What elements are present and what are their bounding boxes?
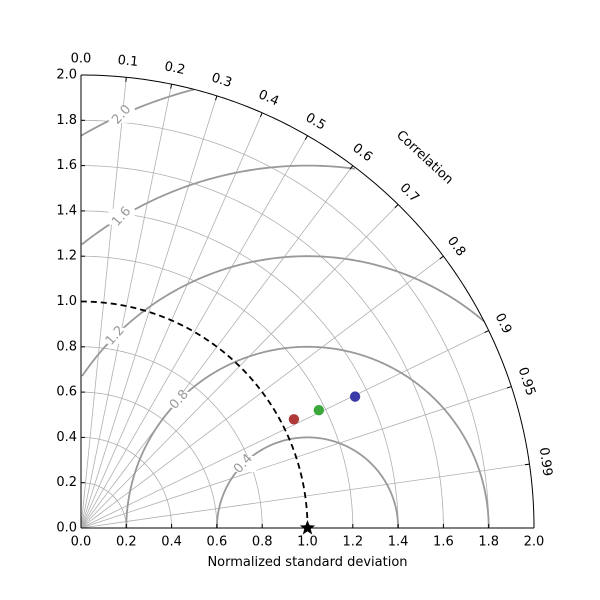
x-tick-label: 0.4 — [161, 535, 182, 550]
y-tick-label: 1.4 — [56, 203, 77, 218]
x-tick-label: 2.0 — [524, 535, 545, 550]
x-tick-label: 0.2 — [116, 535, 137, 550]
std-grid-arc — [80, 482, 127, 529]
x-tick-label: 0.6 — [207, 535, 228, 550]
rms-contour — [80, 88, 195, 137]
correlation-tick-label: 0.1 — [117, 53, 139, 70]
correlation-tick-label: 0.4 — [256, 87, 281, 109]
correlation-tick-label: 0.8 — [444, 234, 468, 260]
x-tick-label: 0.8 — [252, 535, 273, 550]
data-point — [313, 405, 325, 416]
y-tick-label: 0.4 — [56, 430, 77, 445]
frame-layer — [80, 74, 535, 529]
correlation-tick — [259, 112, 263, 118]
x-tick-label: 1.6 — [433, 535, 454, 550]
rms-label-bg — [108, 106, 135, 123]
correlation-tick — [439, 255, 444, 260]
correlation-tick — [484, 330, 489, 333]
reference-star-marker — [299, 520, 316, 535]
rms-label-bg — [102, 327, 129, 344]
std-grid-arc — [80, 437, 172, 529]
correlation-tick — [394, 204, 399, 209]
correlation-tick — [524, 463, 530, 466]
y-tick-label: 1.0 — [56, 294, 77, 309]
std-grid-arc — [80, 346, 263, 529]
y-tick-label: 1.2 — [56, 249, 77, 264]
data-point — [288, 414, 300, 425]
std-grid-arc — [80, 391, 218, 529]
correlation-tick-label: 0.99 — [536, 446, 555, 477]
x-axis-title: Normalized standard deviation — [207, 555, 407, 570]
outer-correlation-arc — [80, 74, 535, 529]
correlation-tick-label: 0.5 — [303, 110, 328, 133]
x-tick-label: 1.2 — [342, 535, 363, 550]
y-tick-label: 1.6 — [56, 158, 77, 173]
y-tick-label: 0.8 — [56, 339, 77, 354]
rms-label-bg — [230, 455, 257, 472]
correlation-tick-label: 0.2 — [163, 59, 186, 78]
rms-label-bg — [166, 391, 193, 408]
correlation-tick — [349, 165, 354, 170]
correlation-tick-label: 0.95 — [515, 366, 538, 398]
correlation-tick — [215, 95, 218, 101]
correlation-tick — [170, 84, 173, 89]
rms-contour — [216, 436, 399, 528]
x-tick-label: 0.0 — [71, 535, 92, 550]
correlation-tick — [506, 386, 512, 389]
x-tick-label: 1.4 — [388, 535, 409, 550]
correlation-tick-label: 0.7 — [397, 181, 422, 206]
std-grid-arc — [80, 255, 354, 529]
std-grid-arc — [80, 210, 399, 529]
x-tick-label: 1.0 — [297, 535, 318, 550]
std-grid-arc — [80, 165, 444, 529]
correlation-tick-label: 0.6 — [350, 141, 376, 165]
correlation-tick — [304, 135, 308, 140]
correlation-tick-label: 0.9 — [492, 311, 515, 336]
rms-contour — [81, 255, 485, 377]
y-tick-label: 2.0 — [56, 68, 77, 83]
points-layer — [288, 391, 361, 535]
y-tick-label: 0.6 — [56, 385, 77, 400]
correlation-tick-label: 0.0 — [71, 52, 92, 67]
grid-layer — [80, 75, 530, 529]
x-tick-label: 1.8 — [478, 535, 499, 550]
y-tick-label: 0.2 — [56, 475, 77, 490]
data-point — [349, 391, 361, 402]
rms-contour — [125, 345, 490, 529]
y-tick-label: 1.8 — [56, 113, 77, 128]
correlation-tick-label: 0.3 — [210, 70, 234, 91]
correlation-axis-title: Correlation — [393, 128, 456, 188]
correlation-ray — [80, 135, 308, 529]
correlation-ray — [80, 95, 218, 529]
y-tick-label: 0.0 — [56, 521, 77, 536]
rms-label-bg — [108, 208, 135, 225]
std-grid-arc — [80, 119, 490, 529]
